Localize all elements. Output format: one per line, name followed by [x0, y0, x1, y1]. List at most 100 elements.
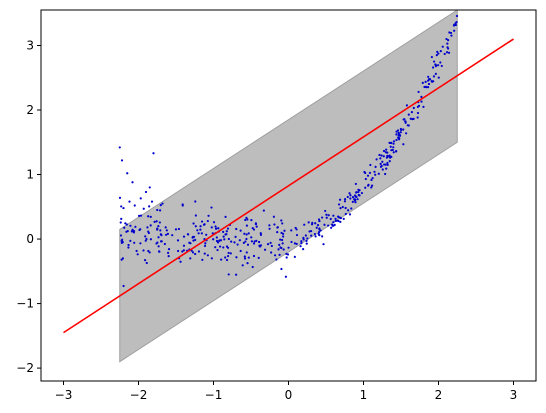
- scatter-point: [384, 172, 387, 176]
- scatter-point: [179, 260, 182, 263]
- scatter-point: [146, 226, 149, 229]
- scatter-point: [147, 249, 150, 253]
- scatter-point: [182, 235, 186, 238]
- scatter-point: [139, 197, 142, 200]
- scatter-point: [268, 224, 271, 227]
- scatter-point: [310, 223, 314, 226]
- scatter-point: [273, 223, 276, 226]
- scatter-point: [230, 240, 233, 243]
- scatter-point: [254, 223, 258, 226]
- scatter-point: [323, 223, 326, 226]
- scatter-point: [152, 152, 155, 155]
- scatter-point: [416, 116, 419, 119]
- scatter-point: [214, 227, 218, 230]
- scatter-point: [404, 121, 407, 124]
- scatter-point: [120, 217, 123, 220]
- scatter-point: [135, 249, 138, 253]
- scatter-point: [144, 235, 147, 238]
- scatter-point: [370, 178, 373, 182]
- scatter-point: [421, 81, 424, 84]
- scatter-point: [205, 233, 208, 236]
- scatter-point: [136, 253, 139, 256]
- scatter-point: [255, 225, 258, 228]
- scatter-point: [118, 146, 121, 149]
- scatter-point: [224, 256, 227, 259]
- scatter-point: [245, 233, 248, 236]
- scatter-point: [388, 141, 391, 144]
- scatter-point: [392, 142, 395, 145]
- scatter-point: [194, 252, 197, 256]
- scatter-point: [428, 78, 432, 81]
- scatter-point: [355, 191, 358, 194]
- scatter-point: [313, 232, 317, 236]
- scatter-point: [290, 229, 293, 232]
- scatter-point: [194, 200, 197, 203]
- scatter-point: [222, 235, 225, 238]
- scatter-point: [343, 197, 347, 201]
- scatter-point: [447, 51, 451, 54]
- scatter-point: [250, 236, 253, 239]
- scatter-point: [251, 265, 254, 269]
- scatter-point: [427, 75, 430, 78]
- scatter-point: [139, 214, 143, 217]
- scatter-point: [349, 194, 352, 197]
- scatter-point: [241, 264, 244, 267]
- scatter-point: [239, 229, 242, 232]
- scatter-point: [304, 234, 307, 237]
- scatter-point: [167, 255, 170, 258]
- scatter-point: [286, 253, 290, 256]
- scatter-point: [121, 238, 124, 241]
- scatter-point: [305, 242, 308, 245]
- scatter-point: [450, 34, 453, 37]
- scatter-point: [350, 207, 353, 210]
- scatter-point: [300, 240, 303, 243]
- scatter-point: [214, 225, 217, 228]
- x-tick-label: 3: [510, 388, 518, 402]
- scatter-point: [395, 138, 398, 142]
- scatter-point: [153, 220, 156, 223]
- scatter-point: [199, 225, 202, 228]
- scatter-point: [344, 212, 347, 216]
- scatter-point: [431, 66, 435, 69]
- scatter-point: [181, 203, 184, 206]
- scatter-point: [215, 236, 218, 239]
- scatter-point: [131, 181, 134, 184]
- scatter-point: [437, 64, 440, 67]
- scatter-point: [149, 238, 152, 241]
- scatter-point: [417, 104, 421, 107]
- scatter-point: [270, 244, 273, 248]
- x-tick-label: 2: [435, 388, 443, 402]
- scatter-point: [357, 188, 360, 191]
- scatter-point: [397, 132, 400, 136]
- scatter-point: [157, 245, 160, 248]
- scatter-point: [285, 252, 288, 255]
- scatter-point: [337, 203, 341, 206]
- scatter-point: [200, 220, 204, 223]
- scatter-point: [132, 229, 136, 233]
- scatter-point: [222, 230, 225, 233]
- scatter-point: [165, 229, 168, 232]
- scatter-point: [124, 222, 127, 225]
- scatter-point: [244, 218, 247, 222]
- scatter-point: [334, 219, 337, 222]
- scatter-point: [119, 221, 122, 224]
- scatter-point: [422, 105, 425, 108]
- scatter-point: [351, 195, 355, 199]
- scatter-point: [338, 198, 342, 201]
- scatter-point: [441, 45, 444, 48]
- plot-area: [63, 9, 514, 363]
- scatter-point: [378, 153, 381, 157]
- scatter-point: [222, 246, 225, 249]
- scatter-point: [445, 51, 449, 54]
- scatter-point: [391, 148, 394, 152]
- scatter-point: [262, 209, 265, 212]
- scatter-point: [321, 216, 324, 219]
- scatter-point: [163, 242, 166, 246]
- scatter-point: [445, 37, 448, 41]
- scatter-point: [447, 47, 450, 50]
- scatter-point: [246, 243, 250, 246]
- scatter-point: [259, 233, 263, 236]
- scatter-point: [210, 226, 213, 229]
- scatter-point: [128, 200, 131, 203]
- scatter-point: [212, 238, 215, 241]
